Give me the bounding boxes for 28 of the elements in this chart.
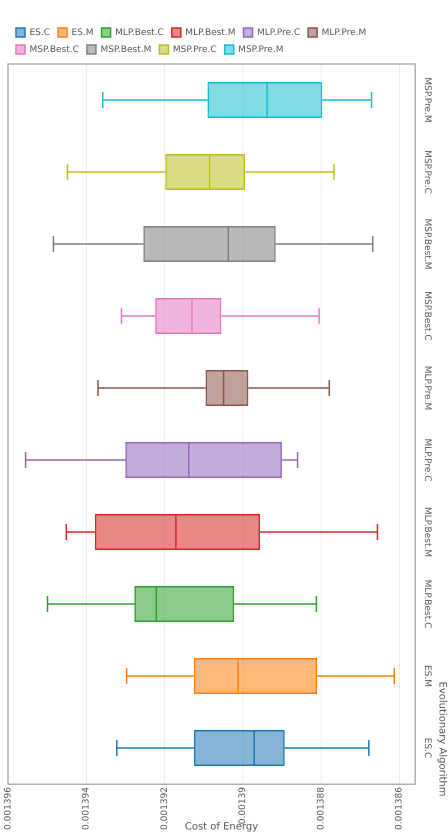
x-tick-label: 0.001386	[394, 786, 405, 830]
y-tick-label: MLP.Best.C	[422, 580, 432, 628]
y-tick-label: ES.C	[422, 738, 432, 758]
y-tick-label: MSP.Best.M	[422, 218, 432, 270]
y-tick-label: ES.M	[422, 664, 432, 688]
y-tick-label: MLP.Pre.M	[422, 366, 432, 410]
x-axis-title: Cost of Energy	[184, 822, 258, 833]
legend-label: MLP.Pre.M	[322, 28, 366, 38]
y-tick-label: MSP.Pre.C	[422, 150, 432, 194]
legend-label: ES.M	[72, 28, 94, 38]
y-axis-title: Evolutionary Algorithm	[436, 682, 448, 796]
x-tick-label: 0.001396	[3, 786, 14, 830]
y-tick-label: MSP.Best.C	[422, 291, 432, 341]
x-tick-label: 0.001394	[82, 786, 92, 830]
legend-label: MSP.Pre.M	[238, 44, 284, 55]
legend-label: ES.C	[30, 28, 50, 38]
y-tick-label: MSP.Pre.M	[422, 77, 432, 123]
x-tick-label: 0.001388	[316, 786, 326, 830]
x-tick-label: 0.001392	[160, 787, 170, 830]
y-tick-label: MLP.Pre.C	[422, 438, 432, 482]
legend-label: MLP.Best.M	[185, 28, 236, 38]
legend-label: MLP.Pre.C	[257, 28, 300, 38]
y-tick-label: MLP.Best.M	[422, 506, 432, 558]
x-tick-label: 0.00139	[238, 786, 248, 824]
legend-label: MLP.Best.C	[115, 28, 164, 38]
legend-label: MSP.Best.M	[100, 44, 152, 55]
legend-label: MSP.Pre.C	[172, 44, 217, 55]
legend-label: MSP.Best.C	[30, 44, 79, 55]
